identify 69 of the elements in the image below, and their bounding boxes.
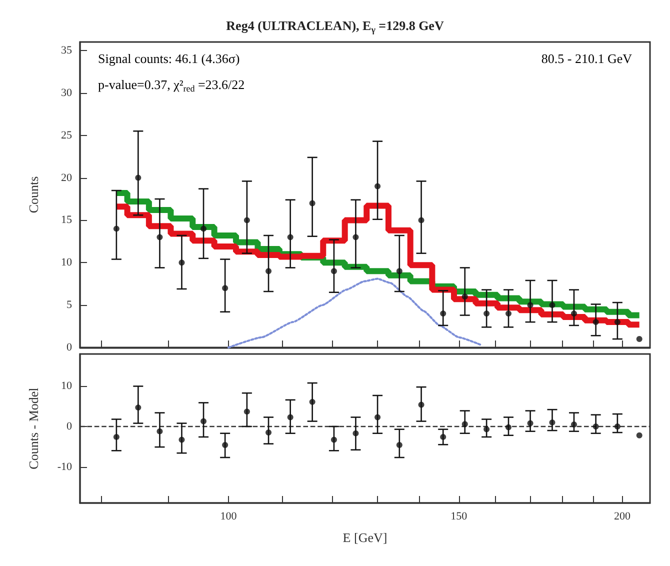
point (309, 200, 316, 206)
point (614, 423, 620, 430)
point (396, 442, 402, 448)
point (592, 319, 599, 326)
point (266, 430, 272, 436)
point (222, 442, 228, 448)
point (330, 268, 337, 274)
point (244, 408, 250, 415)
annotation: 80.5 - 210.1 GeV (541, 51, 633, 66)
point (440, 434, 446, 440)
point (352, 430, 359, 436)
x-tick-label: 200 (614, 510, 632, 522)
point (200, 226, 207, 232)
point (462, 294, 468, 300)
point (527, 420, 534, 426)
point (462, 421, 468, 428)
y-tick-label: 35 (61, 44, 72, 56)
point (570, 421, 577, 428)
point (418, 217, 424, 224)
point (374, 183, 381, 190)
point (636, 432, 642, 438)
point (549, 419, 556, 426)
y-tick-label: 0 (66, 342, 72, 354)
point (506, 310, 512, 317)
point (309, 398, 316, 405)
y-axis-title: Counts - Model (26, 387, 41, 470)
point (592, 423, 599, 430)
point (440, 310, 446, 317)
point (570, 310, 577, 317)
y-tick-label: 20 (61, 172, 72, 184)
y-tick-label: 30 (61, 86, 72, 99)
point (113, 434, 120, 440)
annotation: Signal counts: 46.1 (4.36σ) (98, 51, 240, 66)
y-tick-label: -10 (57, 460, 72, 473)
point (200, 418, 207, 424)
point (178, 260, 185, 266)
point (178, 436, 185, 443)
point (352, 234, 359, 240)
x-tick-label: 100 (220, 510, 238, 522)
point (484, 310, 490, 317)
y-tick-label: 0 (66, 420, 72, 432)
point (287, 234, 294, 240)
point (135, 174, 142, 181)
x-tick-label: 150 (450, 510, 468, 522)
y-tick-label: 5 (66, 299, 72, 312)
point (287, 414, 294, 420)
point (418, 402, 424, 408)
point (636, 336, 642, 342)
y-tick-label: 25 (61, 129, 72, 142)
point (330, 436, 337, 443)
point (113, 226, 120, 232)
y-tick-label: 10 (61, 256, 72, 269)
x-axis-title: E [GeV] (342, 530, 388, 545)
point (549, 302, 556, 308)
point (222, 285, 228, 292)
point (506, 424, 512, 430)
point (156, 234, 163, 240)
point (266, 268, 272, 274)
point (244, 217, 250, 224)
point (527, 302, 534, 308)
point (484, 426, 490, 432)
y-tick-label: 10 (61, 380, 72, 392)
point (374, 414, 381, 420)
point (135, 404, 142, 411)
point (614, 319, 620, 326)
point (156, 428, 163, 434)
y-tick-label: 15 (61, 214, 72, 226)
y-axis-title: Counts (26, 176, 41, 214)
point (396, 268, 402, 274)
